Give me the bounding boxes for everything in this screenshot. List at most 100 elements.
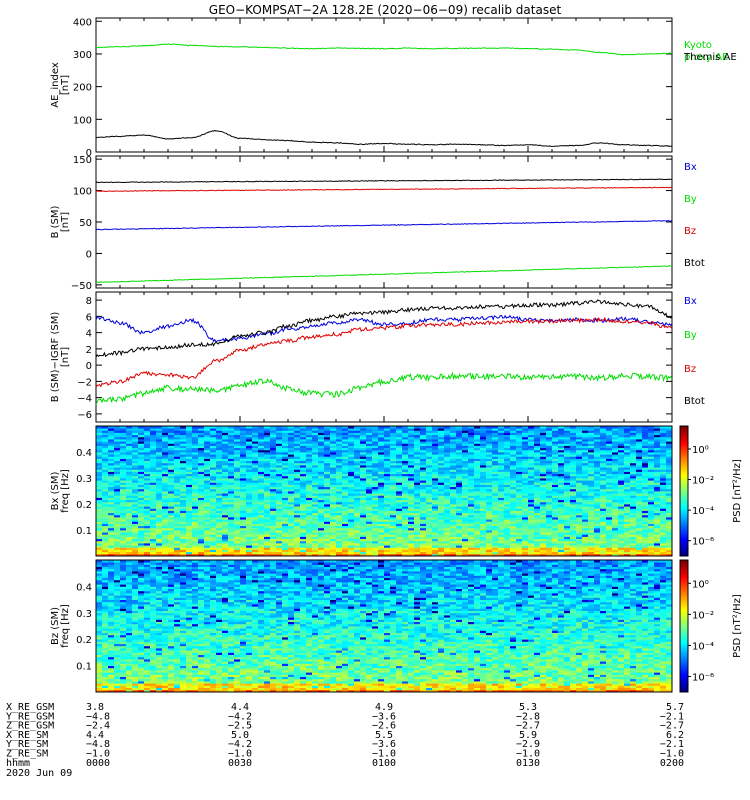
spectrogram-cell bbox=[288, 536, 295, 540]
spectrogram-cell bbox=[114, 484, 121, 488]
spectrogram-cell bbox=[192, 452, 199, 455]
spectrogram-cell bbox=[114, 452, 121, 455]
spectrogram-cell bbox=[156, 426, 163, 429]
spectrogram-cell bbox=[174, 441, 181, 444]
spectrogram-cell bbox=[378, 471, 385, 475]
spectrogram-cell bbox=[276, 540, 283, 544]
spectrogram-cell bbox=[102, 471, 109, 475]
spectrogram-cell bbox=[318, 484, 325, 488]
spectrogram-cell bbox=[318, 521, 325, 524]
spectrogram-cell bbox=[552, 519, 559, 522]
spectrogram-cell bbox=[174, 512, 181, 516]
spectrogram-cell bbox=[510, 493, 517, 496]
spectrogram-cell bbox=[384, 482, 391, 485]
spectrogram-cell bbox=[108, 471, 115, 475]
spectrogram-cell bbox=[198, 467, 205, 470]
spectrogram-cell bbox=[186, 426, 193, 429]
spectrogram-cell bbox=[144, 553, 151, 557]
spectrogram-cell bbox=[258, 549, 265, 553]
spectrogram-cell bbox=[228, 478, 235, 481]
spectrogram-cell bbox=[222, 491, 229, 494]
spectrogram-cell bbox=[102, 517, 109, 520]
spectrogram-cell bbox=[276, 495, 283, 498]
spectrogram-cell bbox=[294, 532, 301, 535]
spectrogram-cell bbox=[282, 456, 289, 459]
spectrogram-cell bbox=[516, 501, 523, 505]
spectrogram-cell bbox=[96, 460, 103, 464]
spectrogram-cell bbox=[552, 504, 559, 507]
spectrogram-cell bbox=[474, 465, 481, 468]
spectrogram-cell bbox=[498, 525, 505, 529]
spectrogram-cell bbox=[288, 514, 295, 518]
spectrogram-cell bbox=[294, 471, 301, 475]
spectrogram-cell bbox=[516, 471, 523, 475]
spectrogram-cell bbox=[168, 486, 175, 490]
spectrogram-cell bbox=[126, 469, 133, 472]
spectrogram-cell bbox=[156, 452, 163, 455]
spectrogram-cell bbox=[156, 497, 163, 501]
spectrogram-cell bbox=[480, 491, 487, 494]
spectrogram-cell bbox=[150, 504, 157, 507]
spectrogram-cell bbox=[324, 480, 331, 483]
spectrogram-cell bbox=[516, 482, 523, 485]
spectrogram-cell bbox=[486, 475, 493, 479]
spectrogram-cell bbox=[444, 460, 451, 464]
spectrogram-cell bbox=[468, 501, 475, 505]
spectrogram-cell bbox=[276, 543, 283, 546]
spectrogram-cell bbox=[216, 517, 223, 520]
spectrogram-cell bbox=[390, 430, 397, 433]
spectrogram-cell bbox=[492, 443, 499, 446]
spectrogram-cell bbox=[396, 436, 403, 440]
spectrogram-cell bbox=[450, 523, 457, 527]
spectrogram-cell bbox=[204, 452, 211, 455]
spectrogram-cell bbox=[270, 547, 277, 550]
spectrogram-cell bbox=[546, 471, 553, 475]
spectrogram-cell bbox=[228, 501, 235, 505]
spectrogram-cell bbox=[534, 486, 541, 490]
spectrogram-cell bbox=[342, 504, 349, 507]
spectrogram-cell bbox=[306, 497, 313, 501]
spectrogram-cell bbox=[192, 527, 199, 531]
spectrogram-cell bbox=[96, 480, 103, 483]
spectrogram-cell bbox=[474, 475, 481, 479]
spectrogram-cell bbox=[162, 436, 169, 440]
spectrogram-cell bbox=[180, 527, 187, 531]
spectrogram-cell bbox=[204, 512, 211, 516]
spectrogram-cell bbox=[174, 499, 181, 503]
spectrogram-cell bbox=[462, 428, 469, 431]
spectrogram-cell bbox=[408, 441, 415, 444]
spectrogram-cell bbox=[366, 441, 373, 444]
spectrogram-cell bbox=[114, 430, 121, 433]
spectrogram-cell bbox=[546, 449, 553, 453]
spectrogram-cell bbox=[96, 519, 103, 522]
spectrogram-cell bbox=[438, 458, 445, 462]
spectrogram-cell bbox=[546, 469, 553, 472]
spectrogram-cell bbox=[126, 482, 133, 485]
spectrogram-cell bbox=[150, 514, 157, 518]
spectrogram-cell bbox=[246, 486, 253, 490]
spectrogram-cell bbox=[144, 434, 151, 438]
spectrogram-cell bbox=[180, 497, 187, 501]
spectrogram-cell bbox=[282, 525, 289, 529]
spectrogram-cell bbox=[462, 553, 469, 557]
spectrogram-cell bbox=[378, 551, 385, 555]
spectrogram-cell bbox=[516, 488, 523, 492]
spectrogram-cell bbox=[234, 543, 241, 546]
spectrogram-cell bbox=[480, 441, 487, 444]
spectrogram-cell bbox=[312, 549, 319, 553]
spectrogram-cell bbox=[366, 432, 373, 436]
spectrogram-cell bbox=[306, 499, 313, 503]
spectrogram-cell bbox=[462, 519, 469, 522]
spectrogram-cell bbox=[282, 538, 289, 542]
spectrogram-cell bbox=[516, 443, 523, 446]
spectrogram-cell bbox=[510, 473, 517, 477]
spectrogram-cell bbox=[348, 547, 355, 550]
spectrogram-cell bbox=[186, 551, 193, 555]
spectrogram-cell bbox=[324, 508, 331, 511]
spectrogram-cell bbox=[384, 532, 391, 535]
spectrogram-cell bbox=[486, 473, 493, 477]
spectrogram-cell bbox=[492, 458, 499, 462]
spectrogram-cell bbox=[258, 460, 265, 464]
spectrogram-cell bbox=[324, 486, 331, 490]
spectrogram-cell bbox=[534, 445, 541, 449]
